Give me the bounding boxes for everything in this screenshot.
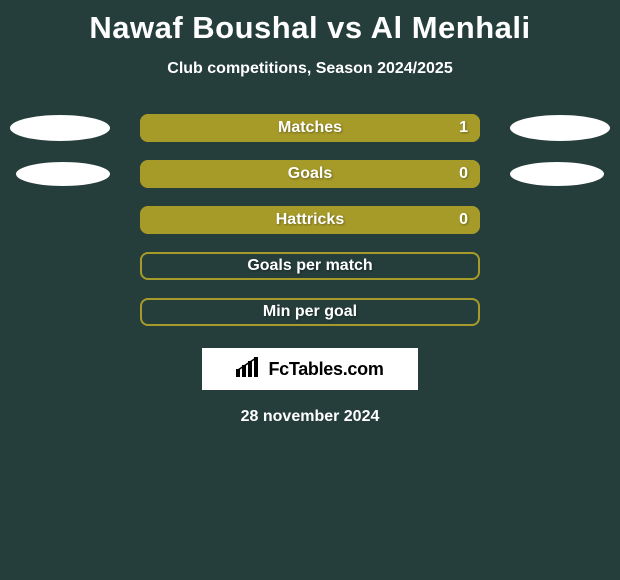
infographic-canvas: Nawaf Boushal vs Al Menhali Club competi… <box>0 0 620 580</box>
stat-value: 0 <box>459 211 468 229</box>
stat-label: Hattricks <box>140 211 480 229</box>
stat-row: Hattricks 0 <box>0 206 620 234</box>
right-marker-ellipse <box>510 115 610 141</box>
brand-logo: FcTables.com <box>202 348 418 390</box>
stat-label: Matches <box>140 119 480 137</box>
page-title: Nawaf Boushal vs Al Menhali <box>0 0 620 46</box>
date-text: 28 november 2024 <box>0 408 620 426</box>
left-marker-ellipse <box>16 162 110 186</box>
left-marker-ellipse <box>10 115 110 141</box>
right-marker-ellipse <box>510 162 604 186</box>
stat-value: 0 <box>459 165 468 183</box>
subtitle: Club competitions, Season 2024/2025 <box>0 60 620 78</box>
stat-bar: Matches 1 <box>140 114 480 142</box>
stat-row: Matches 1 <box>0 114 620 142</box>
stat-row: Min per goal <box>0 298 620 326</box>
stat-bar: Goals 0 <box>140 160 480 188</box>
stat-label: Goals per match <box>142 257 478 275</box>
stats-area: Matches 1 Goals 0 Hattricks 0 <box>0 114 620 326</box>
stat-value: 1 <box>459 119 468 137</box>
stat-bar: Min per goal <box>140 298 480 326</box>
stat-bar: Hattricks 0 <box>140 206 480 234</box>
stat-row: Goals 0 <box>0 160 620 188</box>
bars-icon <box>236 357 262 382</box>
stat-label: Min per goal <box>142 303 478 321</box>
stat-label: Goals <box>140 165 480 183</box>
stat-row: Goals per match <box>0 252 620 280</box>
brand-logo-text: FcTables.com <box>268 359 383 380</box>
stat-bar: Goals per match <box>140 252 480 280</box>
